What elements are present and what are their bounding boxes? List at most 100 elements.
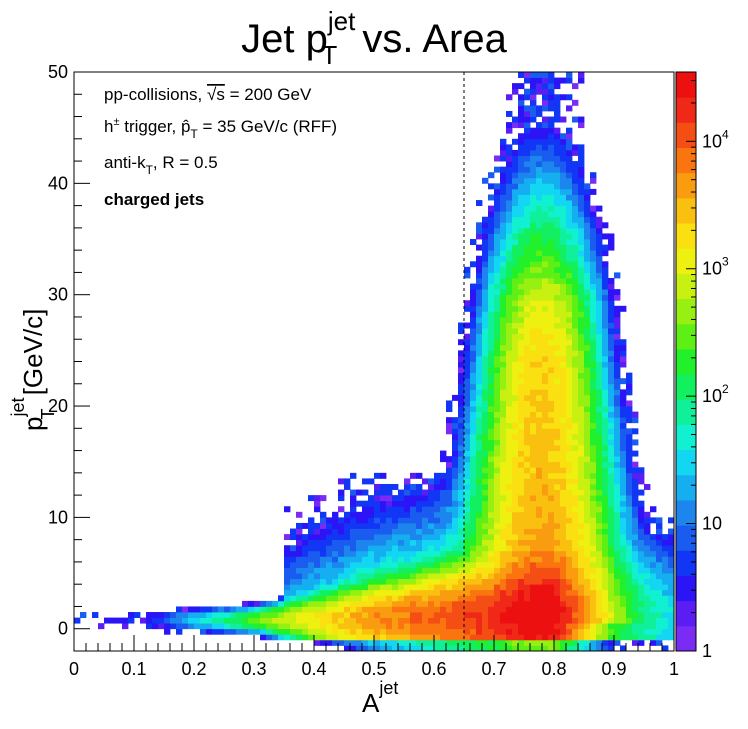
heatmap-cell xyxy=(344,645,351,652)
heatmap-cell xyxy=(596,556,603,563)
heatmap-cell xyxy=(308,539,315,546)
heatmap-cell xyxy=(638,534,645,541)
heatmap-cell xyxy=(422,561,429,568)
heatmap-cell xyxy=(344,628,351,635)
heatmap-cell xyxy=(392,584,399,591)
heatmap-cell xyxy=(572,194,579,201)
heatmap-cell xyxy=(650,639,657,646)
heatmap-cell xyxy=(476,411,483,418)
heatmap-cell xyxy=(626,612,633,618)
heatmap-cell xyxy=(512,205,519,212)
heatmap-cell xyxy=(584,472,591,479)
heatmap-cell xyxy=(608,495,615,502)
heatmap-cell xyxy=(524,227,531,234)
heatmap-cell xyxy=(302,534,309,541)
heatmap-cell xyxy=(584,467,591,474)
heatmap-cell xyxy=(548,417,555,424)
heatmap-cell xyxy=(482,355,489,362)
heatmap-cell xyxy=(554,110,561,117)
heatmap-cell xyxy=(458,406,465,413)
heatmap-cell xyxy=(548,283,555,290)
heatmap-cell xyxy=(392,528,399,535)
heatmap-cell xyxy=(350,628,357,635)
heatmap-cell xyxy=(464,634,471,641)
heatmap-cell xyxy=(602,606,609,613)
heatmap-cell xyxy=(326,517,333,524)
heatmap-cell xyxy=(644,567,651,574)
heatmap-cell xyxy=(470,467,477,474)
heatmap-cell xyxy=(482,383,489,390)
heatmap-cell xyxy=(374,567,381,574)
heatmap-cell xyxy=(608,350,615,357)
heatmap-cell xyxy=(512,406,519,413)
heatmap-cell xyxy=(524,517,531,524)
heatmap-cell xyxy=(554,372,561,379)
heatmap-cell xyxy=(422,573,429,580)
heatmap-cell xyxy=(470,623,477,630)
annotation-trigger-phat: p̂ xyxy=(181,117,190,136)
heatmap-cell xyxy=(572,144,579,151)
heatmap-cell xyxy=(428,628,435,635)
heatmap-cell xyxy=(602,600,609,607)
heatmap-cell xyxy=(530,311,537,318)
heatmap-cell xyxy=(506,578,513,585)
x-tick-label: 0.1 xyxy=(121,659,146,679)
heatmap-cell xyxy=(494,478,501,485)
heatmap-cell xyxy=(470,456,477,463)
heatmap-cell xyxy=(470,584,477,591)
heatmap-cell xyxy=(494,600,501,607)
z-tick-label: 102 xyxy=(702,382,729,406)
heatmap-cell xyxy=(488,227,495,234)
heatmap-cell xyxy=(476,612,483,618)
heatmap-cell xyxy=(548,350,555,357)
heatmap-cell xyxy=(290,545,297,552)
heatmap-cell xyxy=(374,623,381,630)
heatmap-cell xyxy=(452,528,459,535)
heatmap-cell xyxy=(380,578,387,585)
heatmap-cell xyxy=(404,595,411,602)
heatmap-cell xyxy=(404,534,411,541)
heatmap-cell xyxy=(494,639,501,646)
heatmap-cell xyxy=(602,534,609,541)
heatmap-cell xyxy=(542,322,549,329)
heatmap-cell xyxy=(572,83,579,90)
heatmap-cell xyxy=(578,227,585,234)
heatmap-cell xyxy=(452,445,459,451)
heatmap-cell xyxy=(476,394,483,401)
heatmap-cell xyxy=(290,573,297,580)
heatmap-cell xyxy=(536,72,543,78)
heatmap-cell xyxy=(362,511,369,518)
heatmap-cell xyxy=(524,205,531,212)
heatmap-cell xyxy=(518,522,525,529)
heatmap-cell xyxy=(512,511,519,518)
heatmap-cell xyxy=(650,634,657,641)
heatmap-cell xyxy=(578,211,585,218)
heatmap-cell xyxy=(440,606,447,613)
heatmap-cell xyxy=(374,561,381,568)
heatmap-cell xyxy=(542,122,549,129)
heatmap-cell xyxy=(200,623,207,630)
heatmap-cell xyxy=(416,617,423,624)
heatmap-cell xyxy=(572,394,579,401)
heatmap-cell xyxy=(524,506,531,513)
heatmap-cell xyxy=(326,639,333,646)
heatmap-cell xyxy=(464,300,471,307)
heatmap-cell xyxy=(644,539,651,546)
heatmap-cell xyxy=(608,595,615,602)
heatmap-cell xyxy=(506,522,513,529)
heatmap-cell xyxy=(494,311,501,318)
heatmap-cell xyxy=(314,595,321,602)
heatmap-cell xyxy=(596,344,603,351)
heatmap-cell xyxy=(566,383,573,390)
heatmap-cell xyxy=(128,612,135,618)
heatmap-cell xyxy=(482,233,489,240)
heatmap-cell xyxy=(596,489,603,496)
heatmap-cell xyxy=(374,595,381,602)
heatmap-cell xyxy=(560,467,567,474)
heatmap-cell xyxy=(380,556,387,563)
heatmap-cell xyxy=(182,606,189,613)
heatmap-cell xyxy=(482,400,489,407)
heatmap-cell xyxy=(554,183,561,190)
heatmap-cell xyxy=(458,383,465,390)
heatmap-cell xyxy=(308,573,315,580)
